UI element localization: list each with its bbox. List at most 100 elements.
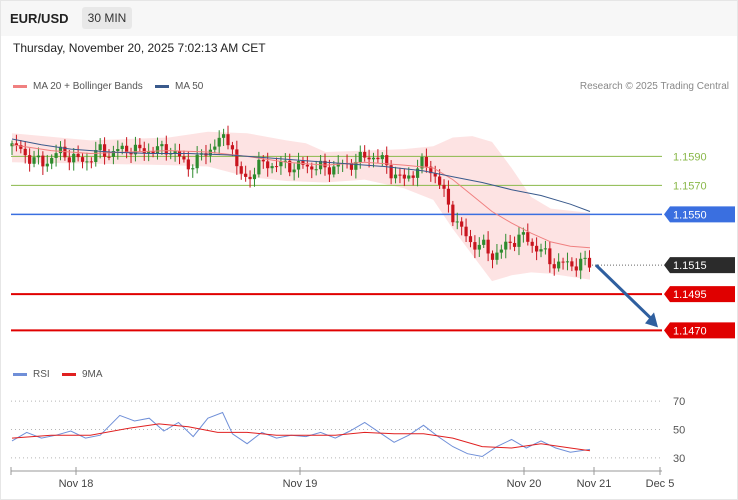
candle-body bbox=[222, 134, 226, 138]
candle-body bbox=[327, 167, 332, 175]
candle-body bbox=[80, 157, 85, 162]
ma50-line bbox=[11, 138, 591, 212]
candle-body bbox=[252, 174, 257, 180]
candle-body bbox=[164, 144, 168, 155]
candle-body bbox=[455, 221, 459, 223]
candle-body bbox=[292, 169, 296, 173]
candle-body bbox=[512, 242, 517, 247]
timeframe-button[interactable]: 30 MIN bbox=[82, 7, 132, 29]
ma50-swatch bbox=[155, 85, 169, 88]
candle-body bbox=[160, 144, 164, 147]
candle-body bbox=[565, 261, 570, 263]
candle-body bbox=[548, 248, 552, 265]
candle-body bbox=[283, 160, 287, 162]
candle-body bbox=[239, 166, 243, 174]
level-1-1470-tag bbox=[664, 322, 735, 339]
candle-body bbox=[274, 166, 279, 168]
candle-body bbox=[398, 174, 402, 176]
moving-averages-layer bbox=[11, 138, 591, 249]
candle-body bbox=[36, 155, 41, 158]
rsi-swatch bbox=[13, 373, 27, 376]
candle-body bbox=[310, 166, 314, 170]
candle-body bbox=[54, 153, 58, 158]
rsi-panel: 70 50 30 bbox=[11, 396, 685, 465]
candle-body bbox=[557, 261, 561, 269]
level-1-1495-tag bbox=[664, 286, 735, 303]
forecast-arrow-layer bbox=[594, 264, 658, 328]
rsi-line bbox=[11, 411, 591, 458]
candle-body bbox=[486, 239, 490, 254]
candle-body bbox=[23, 148, 27, 156]
candle-body bbox=[411, 175, 415, 178]
x-tick-label: Nov 21 bbox=[577, 478, 612, 490]
candle-body bbox=[336, 163, 340, 167]
candle-body bbox=[257, 159, 261, 175]
x-tick-label: Dec 5 bbox=[646, 478, 675, 490]
symbol-label: EUR/USD bbox=[10, 11, 69, 26]
level-1-1550-tag bbox=[664, 206, 735, 223]
candle-body bbox=[393, 174, 398, 179]
candle-body bbox=[415, 168, 420, 178]
candle-body bbox=[288, 160, 292, 173]
rsi-label: RSI bbox=[33, 369, 50, 380]
candle-body bbox=[495, 252, 499, 260]
ma20-line bbox=[11, 144, 591, 249]
candle-body bbox=[389, 165, 393, 179]
legend-ma50: MA 50 bbox=[155, 81, 203, 92]
level-1-1470-label: 1.1470 bbox=[673, 325, 707, 337]
candle-body bbox=[14, 143, 19, 146]
candle-body bbox=[521, 232, 525, 235]
price-levels-layer: 1.1590 1.1570 1.1550 1.1515 1.1495 1.1470 bbox=[11, 151, 735, 339]
rsi-tick-70: 70 bbox=[673, 396, 685, 408]
candle-body bbox=[32, 157, 36, 164]
forecast-arrow-head bbox=[645, 312, 658, 328]
candle-body bbox=[72, 153, 76, 163]
candle-body bbox=[151, 151, 155, 153]
ma50-label: MA 50 bbox=[175, 81, 204, 92]
candle-body bbox=[155, 146, 160, 153]
candle-body bbox=[587, 257, 592, 268]
candle-body bbox=[41, 155, 45, 167]
candle-body bbox=[94, 150, 98, 163]
candle-body bbox=[50, 157, 54, 164]
candle-body bbox=[380, 155, 384, 160]
candle-body bbox=[58, 146, 63, 154]
candle-body bbox=[583, 257, 587, 259]
candle-body bbox=[354, 161, 358, 170]
bollinger-band bbox=[12, 131, 590, 282]
candle-body bbox=[460, 221, 464, 227]
legend-rsi: RSI bbox=[13, 369, 50, 380]
candle-body bbox=[76, 153, 80, 158]
candle-body bbox=[499, 249, 503, 253]
candle-body bbox=[261, 159, 265, 162]
candle-body bbox=[376, 157, 380, 160]
research-credit: Research © 2025 Trading Central bbox=[579, 81, 729, 92]
candle-body bbox=[385, 155, 389, 166]
candle-body bbox=[446, 188, 451, 205]
datetime-label: Thursday, November 20, 2025 7:02:13 AM C… bbox=[13, 41, 266, 55]
candle-body bbox=[173, 151, 177, 154]
candle-body bbox=[67, 157, 71, 163]
candle-body bbox=[574, 266, 578, 271]
candle-body bbox=[270, 166, 274, 169]
ma9-label: 9MA bbox=[82, 369, 103, 380]
candle-body bbox=[482, 239, 486, 245]
level-1-1495-label: 1.1495 bbox=[673, 289, 707, 301]
candle-body bbox=[539, 249, 543, 252]
candle-body bbox=[371, 157, 376, 160]
candle-body bbox=[451, 204, 455, 223]
candle-body bbox=[424, 156, 428, 167]
candle-body bbox=[248, 176, 252, 180]
candle-body bbox=[133, 144, 138, 155]
candle-body bbox=[217, 137, 221, 147]
x-axis: Nov 18 Nov 19 Nov 20 Nov 21 Dec 5 bbox=[10, 467, 675, 490]
candle-body bbox=[142, 148, 146, 153]
candle-body bbox=[98, 144, 102, 151]
candle-body bbox=[296, 161, 301, 170]
candle-body bbox=[89, 161, 93, 163]
candle-body bbox=[195, 154, 199, 169]
candle-body bbox=[305, 164, 309, 167]
candle-body bbox=[182, 156, 186, 160]
candle-body bbox=[402, 174, 406, 179]
